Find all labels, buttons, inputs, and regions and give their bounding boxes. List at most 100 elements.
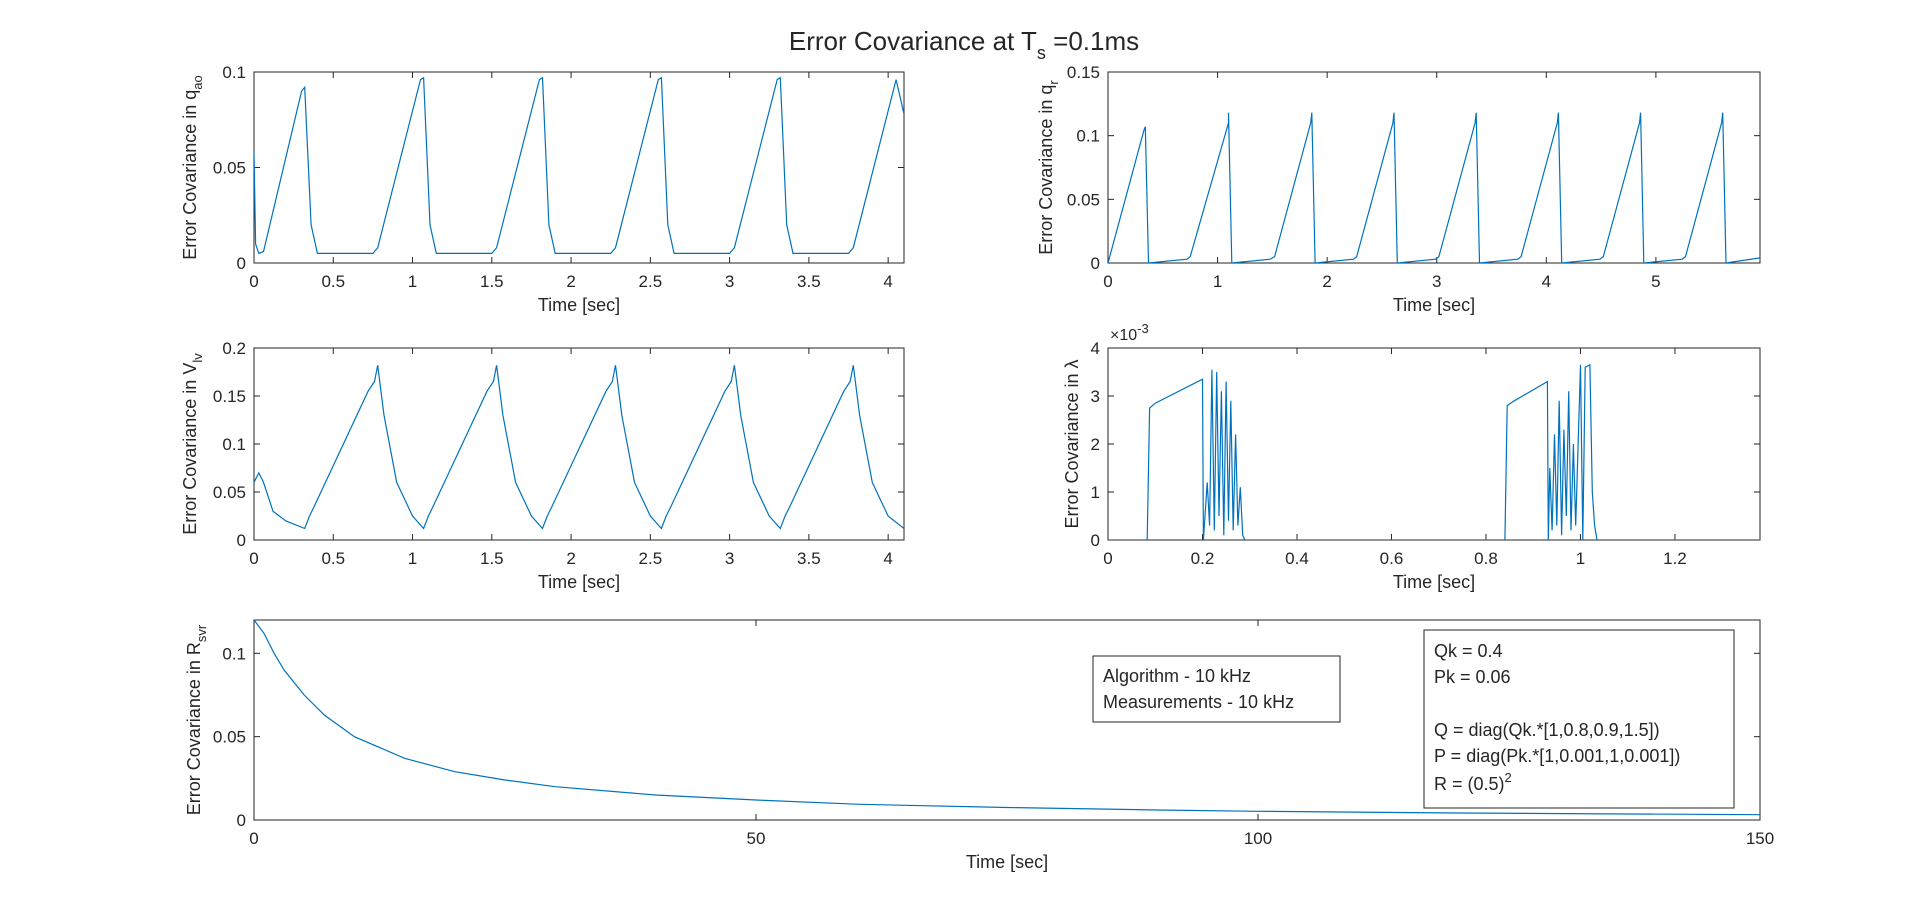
x-tick-label: 1 xyxy=(1213,272,1222,291)
annotation-r: R = (0.5)2 xyxy=(1434,770,1512,794)
y-tick-label: 0 xyxy=(237,811,246,830)
x-axis-label: Time [sec] xyxy=(1393,295,1475,315)
x-axis-label: Time [sec] xyxy=(966,852,1048,872)
series-line xyxy=(1108,112,1760,263)
x-tick-label: 5 xyxy=(1651,272,1660,291)
y-axis-label-sub: svr xyxy=(194,624,209,642)
series-line xyxy=(254,76,904,255)
annotation-box-params-frame xyxy=(1423,629,1735,809)
x-tick-label: 0 xyxy=(1103,549,1112,568)
x-tick-label: 1 xyxy=(408,272,417,291)
annotation-qk: Qk = 0.4 xyxy=(1434,641,1503,661)
y-axis-label: Error Covariance in qao xyxy=(180,75,205,260)
x-tick-label: 4 xyxy=(883,549,892,568)
y-tick-label: 1 xyxy=(1091,483,1100,502)
x-axis-label: Time [sec] xyxy=(538,572,620,592)
y-axis-label: Error Covariance in Vlv xyxy=(180,353,205,535)
x-axis-label: Time [sec] xyxy=(538,295,620,315)
figure-title-main: Error Covariance at T xyxy=(789,26,1037,56)
y-axis-label: Error Covariance in qr xyxy=(1036,80,1061,255)
x-axis-label: Time [sec] xyxy=(1393,572,1475,592)
y-tick-label: 0 xyxy=(1091,531,1100,550)
y-axis-label-main: Error Covariance in R xyxy=(184,642,204,815)
lambda-exponent-base: ×10 xyxy=(1110,327,1137,344)
y-tick-label: 0.05 xyxy=(213,728,246,747)
annotation-box-rates-frame xyxy=(1092,655,1341,723)
x-tick-label: 3.5 xyxy=(797,272,821,291)
y-tick-label: 0 xyxy=(1091,254,1100,273)
x-tick-label: 0.8 xyxy=(1474,549,1498,568)
annotation-box-rates: Algorithm - 10 kHz Measurements - 10 kHz xyxy=(1092,655,1341,723)
x-tick-label: 1 xyxy=(1576,549,1585,568)
x-tick-label: 0.6 xyxy=(1380,549,1404,568)
x-tick-label: 1 xyxy=(408,549,417,568)
subplot-qr: 0 1 2 3 4 5 0 0.05 0.1 0.15 Time [sec] Error Covari… xyxy=(1036,63,1761,315)
x-tick-label: 150 xyxy=(1746,829,1774,848)
x-tick-label: 50 xyxy=(747,829,766,848)
y-tick-label: 0.1 xyxy=(1076,127,1100,146)
y-axis-label-sub: r xyxy=(1046,80,1061,85)
annotation-p: P = diag(Pk.*[1,0.001,1,0.001]) xyxy=(1434,746,1680,766)
subplot-vlv: 0 0.5 1 1.5 2 2.5 3 3.5 4 0 0.05 0.1 0.15 0.2 Time [se… xyxy=(180,339,905,592)
x-tick-label: 1.5 xyxy=(480,272,504,291)
y-axis-label-main: Error Covariance in V xyxy=(180,363,200,535)
y-tick-label: 0.2 xyxy=(222,339,246,358)
annotation-box-params: Qk = 0.4 Pk = 0.06 Q = diag(Qk.*[1,0.8,0… xyxy=(1423,629,1735,809)
x-tick-label: 2.5 xyxy=(639,549,663,568)
y-tick-label: 4 xyxy=(1091,339,1100,358)
axes-box xyxy=(253,347,905,541)
x-tick-label: 3 xyxy=(725,549,734,568)
x-tick-label: 2 xyxy=(1322,272,1331,291)
y-axis-label-sub: ao xyxy=(190,75,205,89)
y-axis-label: Error Covariance in λ xyxy=(1062,359,1082,528)
y-axis-label-sub: lv xyxy=(190,353,205,363)
x-tick-label: 1.5 xyxy=(480,549,504,568)
annotation-algorithm-rate: Algorithm - 10 kHz xyxy=(1103,666,1251,686)
x-tick-label: 4 xyxy=(883,272,892,291)
x-tick-label: 100 xyxy=(1244,829,1272,848)
y-tick-label: 0 xyxy=(237,254,246,273)
y-tick-label: 0.1 xyxy=(222,435,246,454)
figure-title-sub: s xyxy=(1037,43,1046,63)
x-tick-label: 4 xyxy=(1542,272,1551,291)
y-tick-label: 0.05 xyxy=(1067,190,1100,209)
x-tick-label: 3.5 xyxy=(797,549,821,568)
y-tick-label: 0.05 xyxy=(213,159,246,178)
series-line xyxy=(254,620,1760,816)
y-tick-label: 0.05 xyxy=(213,483,246,502)
x-tick-label: 1.2 xyxy=(1663,549,1687,568)
x-tick-label: 2 xyxy=(566,272,575,291)
x-tick-label: 2.5 xyxy=(639,272,663,291)
x-tick-label: 0 xyxy=(1103,272,1112,291)
axes-box xyxy=(253,71,905,264)
series-line xyxy=(1108,363,1760,540)
figure-title: Error Covariance at Ts =0.1ms xyxy=(789,26,1139,63)
y-tick-label: 0.1 xyxy=(222,63,246,82)
x-tick-label: 0.5 xyxy=(321,549,345,568)
x-tick-label: 0.4 xyxy=(1285,549,1309,568)
lambda-exponent-power: -3 xyxy=(1137,321,1149,336)
y-tick-label: 0.15 xyxy=(1067,63,1100,82)
x-tick-label: 0.2 xyxy=(1191,549,1215,568)
x-tick-label: 3 xyxy=(725,272,734,291)
annotation-q: Q = diag(Qk.*[1,0.8,0.9,1.5]) xyxy=(1434,720,1660,740)
annotation-pk: Pk = 0.06 xyxy=(1434,667,1511,687)
y-tick-label: 0 xyxy=(237,531,246,550)
y-axis-label: Error Covariance in Rsvr xyxy=(184,624,209,815)
x-tick-label: 3 xyxy=(1432,272,1441,291)
y-tick-label: 2 xyxy=(1091,435,1100,454)
x-tick-label: 0 xyxy=(249,829,258,848)
y-tick-label: 3 xyxy=(1091,387,1100,406)
lambda-exponent-label: ×10-3 xyxy=(1110,321,1149,344)
annotation-measurement-rate: Measurements - 10 kHz xyxy=(1103,692,1294,712)
x-tick-label: 0 xyxy=(249,549,258,568)
y-tick-label: 0.1 xyxy=(222,644,246,663)
annotation-r-sup: 2 xyxy=(1505,770,1512,785)
x-tick-label: 2 xyxy=(566,549,575,568)
subplot-lambda: 0 0.2 0.4 0.6 0.8 1 1.2 0 1 2 3 4 Time [sec] Error Co… xyxy=(1062,339,1761,592)
annotation-r-main: R = (0.5) xyxy=(1434,774,1505,794)
y-tick-label: 0.15 xyxy=(213,387,246,406)
y-axis-label-main: Error Covariance in q xyxy=(1036,85,1056,255)
x-tick-label: 0 xyxy=(249,272,258,291)
